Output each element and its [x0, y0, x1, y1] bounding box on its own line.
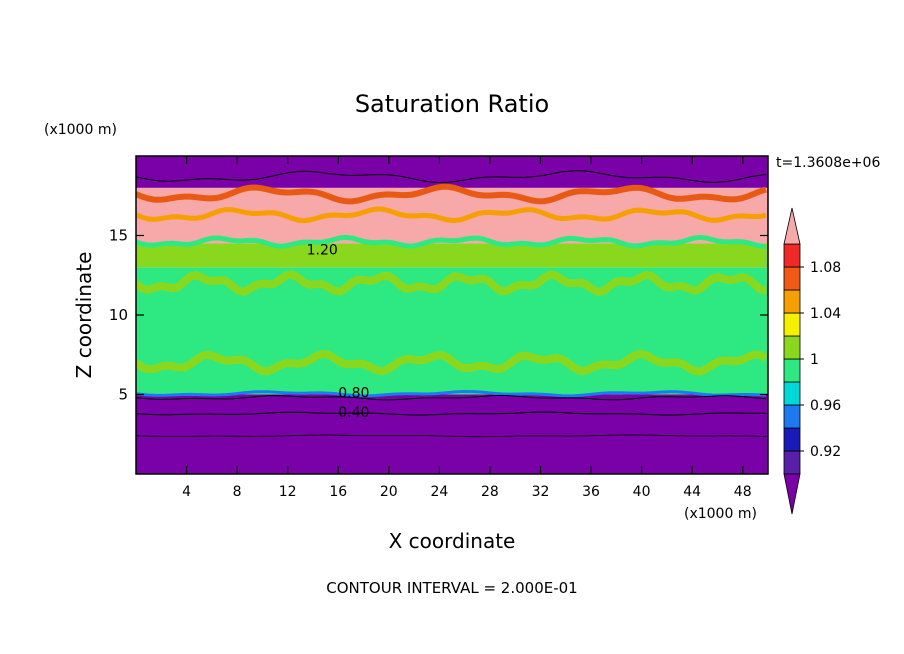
- x-axis: 4 8 12 16 20 24 28 32 36 40 44 48: [182, 156, 752, 500]
- colorbar-band: [783, 289, 801, 314]
- contour-labels: 1.20 0.80 0.40: [307, 243, 370, 421]
- chart-title: Saturation Ratio: [355, 90, 549, 118]
- contour-field: [136, 156, 768, 474]
- field-layer-4: [136, 156, 768, 188]
- mid-band-c: [136, 349, 768, 376]
- x-tick-label: 36: [582, 484, 600, 500]
- colorbar-label: 0.96: [810, 398, 841, 414]
- mid-band-a: [136, 270, 767, 297]
- warm-band-upper: [136, 183, 767, 205]
- time-label: t=1.3608e+06: [776, 155, 880, 171]
- x-axis-label: X coordinate: [389, 529, 516, 553]
- contour-line-low: [136, 434, 767, 438]
- colorbar-band: [783, 243, 801, 268]
- x-tick-label: 20: [380, 484, 398, 500]
- x-tick-label: 16: [329, 484, 347, 500]
- x-tick-label: 44: [683, 484, 701, 500]
- x-tick-label: 48: [734, 484, 752, 500]
- x-unit-label: (x1000 m): [684, 506, 757, 522]
- colorbar-band: [783, 335, 801, 360]
- x-tick-label: 12: [279, 484, 297, 500]
- colorbar-band: [783, 312, 801, 337]
- contour-label: 1.20: [307, 243, 338, 259]
- colorbar-label: 1.08: [810, 260, 841, 276]
- colorbar-band: [783, 427, 801, 452]
- contour-line-040: [136, 411, 767, 416]
- contour-label: 0.80: [338, 386, 369, 402]
- x-tick-label: 24: [430, 484, 448, 500]
- y-tick-label: 15: [109, 227, 128, 245]
- y-unit-label: (x1000 m): [44, 122, 117, 138]
- transition-band: [136, 234, 767, 249]
- colorbar-bottom-arrow: [783, 473, 801, 515]
- colorbar-top-arrow: [783, 207, 801, 245]
- contour-interval-footer: CONTOUR INTERVAL = 2.000E-01: [326, 579, 577, 597]
- contour-line-top: [136, 170, 767, 184]
- colorbar: 1.08 1.04 1 0.96 0.92: [783, 207, 841, 515]
- x-tick-label: 4: [182, 484, 191, 500]
- x-tick-label: 8: [233, 484, 242, 500]
- colorbar-label: 0.92: [810, 444, 841, 460]
- y-axis-label: Z coordinate: [72, 252, 96, 379]
- colorbar-band: [783, 381, 801, 406]
- x-tick-label: 32: [532, 484, 550, 500]
- colorbar-label: 1.04: [810, 306, 841, 322]
- cloud-base-blue: [136, 389, 767, 398]
- field-layer-2: [136, 243, 768, 268]
- field-layer-0: [136, 394, 768, 474]
- colorbar-band: [783, 450, 801, 475]
- contour-label: 0.40: [338, 405, 369, 421]
- y-tick-label: 10: [109, 306, 128, 324]
- y-tick-label: 5: [118, 386, 128, 404]
- x-tick-label: 40: [633, 484, 651, 500]
- warm-band-mid: [136, 206, 767, 224]
- contour-line-080: [136, 394, 767, 401]
- y-axis: 5 10 15: [109, 227, 768, 404]
- colorbar-label: 1: [810, 352, 819, 368]
- colorbar-band: [783, 358, 801, 383]
- x-tick-label: 28: [481, 484, 499, 500]
- mid-band-b: [136, 315, 767, 347]
- colorbar-band: [783, 404, 801, 429]
- colorbar-band: [783, 266, 801, 291]
